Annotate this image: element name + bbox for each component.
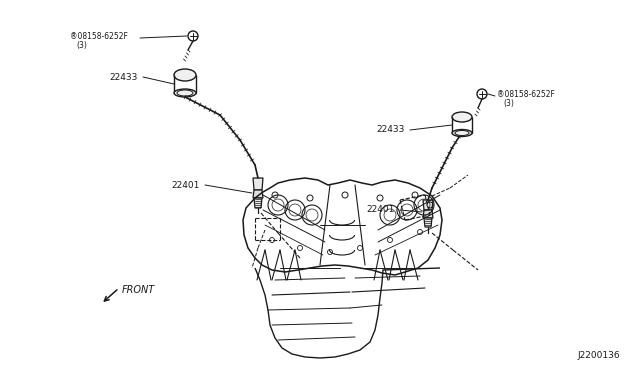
Polygon shape — [253, 178, 263, 190]
Polygon shape — [423, 210, 433, 218]
Polygon shape — [423, 200, 433, 210]
Ellipse shape — [174, 69, 196, 81]
Polygon shape — [253, 190, 263, 198]
Polygon shape — [254, 198, 262, 208]
Text: ®08158-6252F: ®08158-6252F — [70, 32, 128, 41]
Text: FRONT: FRONT — [122, 285, 156, 295]
Text: ®08158-6252F: ®08158-6252F — [497, 90, 555, 99]
Text: (3): (3) — [503, 99, 514, 108]
Ellipse shape — [452, 129, 472, 137]
Text: 22433: 22433 — [109, 73, 138, 81]
Text: 22401: 22401 — [367, 205, 395, 215]
Text: J2200136: J2200136 — [577, 351, 620, 360]
Polygon shape — [424, 218, 432, 227]
Ellipse shape — [174, 89, 196, 97]
Text: (3): (3) — [76, 41, 87, 50]
Text: 22433: 22433 — [376, 125, 405, 135]
Text: 22401: 22401 — [172, 180, 200, 189]
Ellipse shape — [452, 112, 472, 122]
